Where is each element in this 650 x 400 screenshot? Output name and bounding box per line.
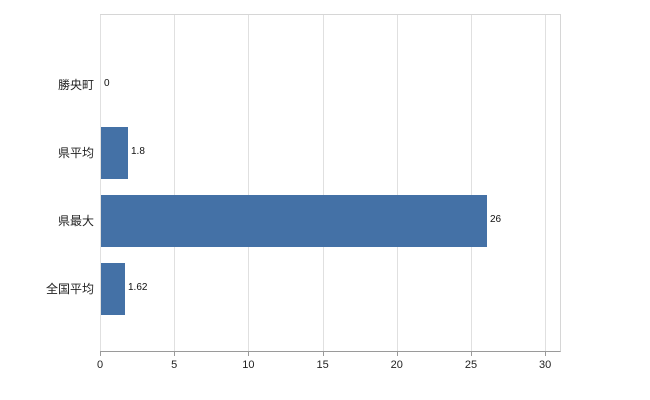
chart-bar[interactable] xyxy=(101,127,128,179)
bar-value-label: 1.8 xyxy=(131,146,145,157)
category-label: 県平均 xyxy=(57,146,94,160)
chart-bar[interactable] xyxy=(101,195,487,247)
bar-value-label: 26 xyxy=(490,214,502,225)
chart-bar[interactable] xyxy=(101,263,125,315)
x-tick-label: 20 xyxy=(390,359,403,371)
axis-tick xyxy=(174,351,176,356)
gridline xyxy=(248,15,250,351)
gridline xyxy=(100,15,101,351)
x-tick-label: 25 xyxy=(464,359,478,371)
plot-area xyxy=(100,14,561,352)
gridline xyxy=(322,15,324,351)
axis-tick xyxy=(248,351,250,356)
gridline xyxy=(470,15,472,351)
x-tick-label: 30 xyxy=(539,359,552,371)
axis-tick xyxy=(470,351,472,356)
x-tick-label: 0 xyxy=(96,359,104,371)
bar-value-label: 1.62 xyxy=(128,282,148,293)
axis-tick xyxy=(322,351,324,356)
axis-tick xyxy=(545,351,547,356)
category-label: 全国平均 xyxy=(45,282,94,296)
gridline xyxy=(174,15,176,351)
category-label: 勝央町 xyxy=(57,78,94,92)
x-tick-label: 10 xyxy=(242,359,255,371)
bar-value-label: 0 xyxy=(104,78,110,89)
x-tick-label: 5 xyxy=(171,359,178,371)
gridline xyxy=(396,15,398,351)
category-label: 県最大 xyxy=(57,214,94,228)
gridline xyxy=(545,15,547,351)
x-tick-label: 15 xyxy=(316,359,329,371)
axis-tick xyxy=(396,351,398,356)
axis-tick xyxy=(100,351,101,356)
